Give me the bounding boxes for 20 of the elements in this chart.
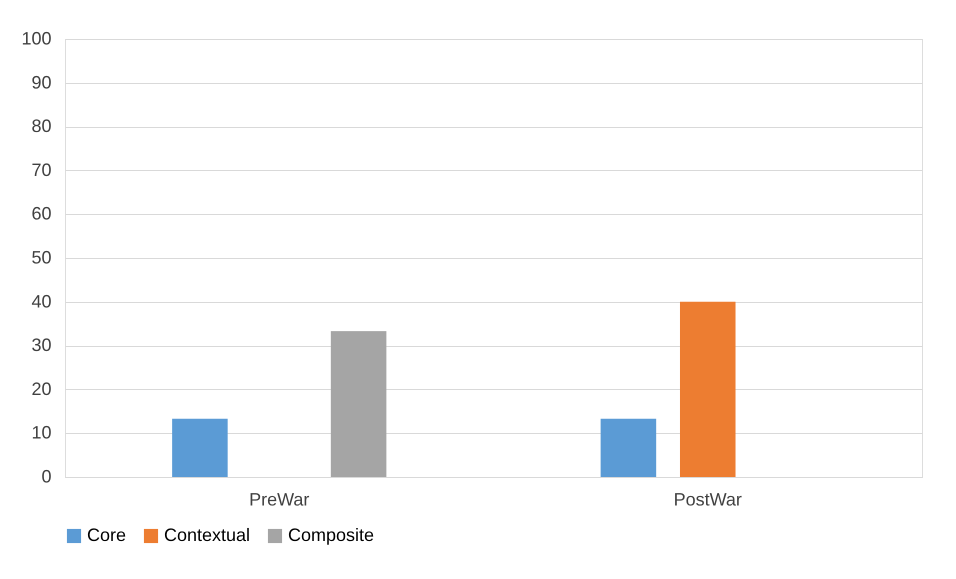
y-tick-label: 90 (31, 72, 52, 92)
bar (680, 302, 736, 477)
x-tick-label: PostWar (674, 490, 742, 510)
y-tick-label: 30 (31, 335, 52, 356)
bar (600, 418, 656, 477)
legend-label: Composite (288, 525, 374, 545)
y-tick-label: 70 (31, 160, 52, 180)
y-tick-label: 50 (31, 248, 52, 268)
y-tick-label: 80 (31, 116, 52, 136)
bar (172, 418, 228, 477)
y-tick-label: 60 (31, 204, 52, 224)
y-tick-label: 40 (31, 291, 52, 312)
bar (330, 331, 386, 477)
y-tick-label: 0 (41, 466, 52, 486)
y-tick-label: 100 (21, 28, 52, 48)
x-tick-label: PreWar (249, 490, 310, 510)
legend-label: Core (87, 525, 126, 545)
legend-label: Contextual (164, 525, 250, 545)
y-tick-label: 10 (31, 422, 52, 443)
y-tick-label: 20 (31, 378, 52, 399)
